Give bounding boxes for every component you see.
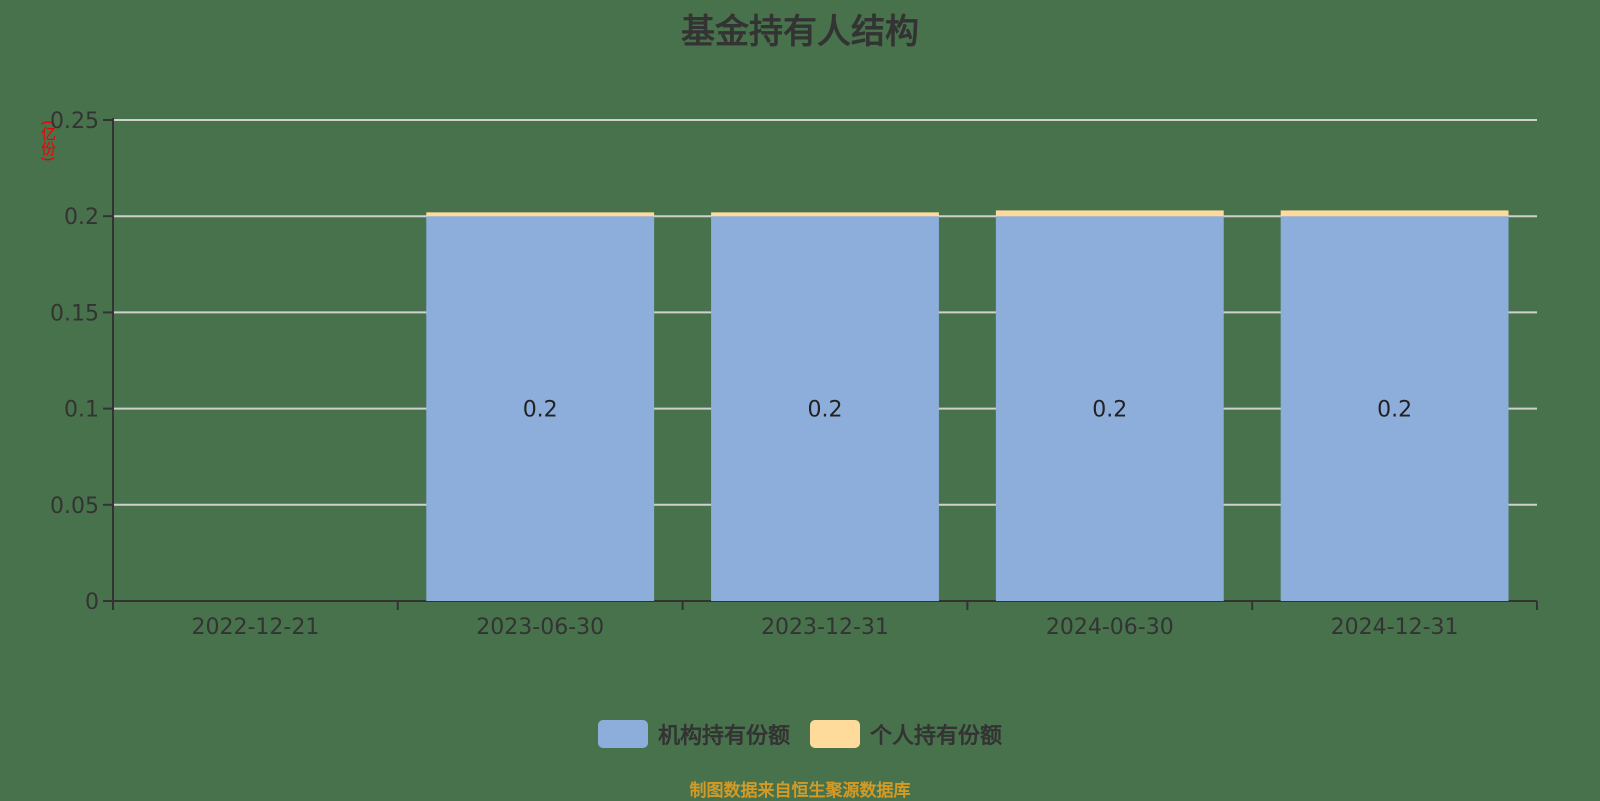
bar-personal bbox=[995, 210, 1224, 217]
y-axis-unit: (亿份) bbox=[39, 120, 57, 162]
bar-value-label: 0.2 bbox=[1377, 398, 1412, 423]
legend-item-personal[interactable]: 个人持有份额 bbox=[810, 718, 1002, 750]
bar-personal bbox=[426, 212, 655, 217]
chart-title: 基金持有人结构 bbox=[681, 12, 919, 52]
legend-item-institutional[interactable]: 机构持有份额 bbox=[597, 718, 790, 750]
y-tick-label: 0.25 bbox=[50, 109, 99, 134]
data-source-note: 制图数据来自恒生聚源数据库 bbox=[689, 781, 911, 801]
bar-institutional bbox=[995, 216, 1224, 601]
x-tick-label: 2022-12-21 bbox=[191, 615, 319, 640]
y-tick-label: 0.15 bbox=[50, 301, 99, 326]
legend-swatch-institutional bbox=[597, 720, 648, 748]
x-tick-label: 2023-12-31 bbox=[761, 615, 889, 640]
y-tick-label: 0.2 bbox=[64, 205, 99, 230]
legend-label: 个人持有份额 bbox=[870, 724, 1003, 749]
x-tick-label: 2024-06-30 bbox=[1046, 615, 1174, 640]
x-tick-label: 2023-06-30 bbox=[476, 615, 604, 640]
legend: 机构持有份额 个人持有份额 bbox=[0, 718, 1600, 750]
bar-personal bbox=[1280, 210, 1509, 217]
bar-institutional bbox=[711, 216, 939, 601]
x-tick-label: 2024-12-31 bbox=[1331, 615, 1459, 640]
bar-value-label: 0.2 bbox=[523, 398, 558, 423]
bar-value-label: 0.2 bbox=[1092, 398, 1127, 423]
bar-institutional bbox=[426, 216, 655, 601]
y-tick-label: 0.1 bbox=[64, 398, 99, 423]
y-tick-label: 0 bbox=[85, 590, 99, 615]
bar-personal bbox=[711, 212, 939, 217]
y-tick-label: 0.05 bbox=[50, 494, 99, 519]
legend-swatch-personal bbox=[810, 720, 860, 748]
bar-value-label: 0.2 bbox=[808, 398, 843, 423]
bar-institutional bbox=[1280, 216, 1509, 601]
legend-label: 机构持有份额 bbox=[657, 724, 790, 749]
